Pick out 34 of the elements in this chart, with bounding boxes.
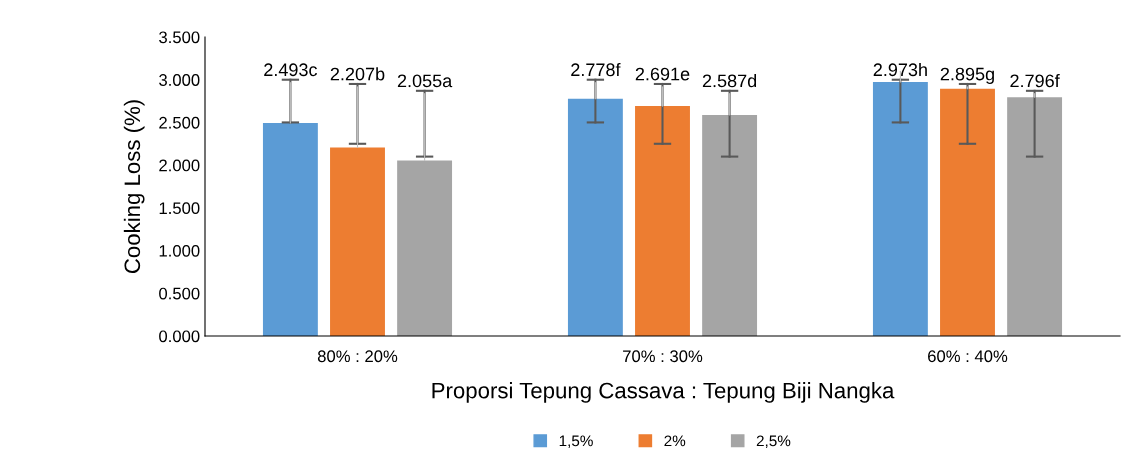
bar xyxy=(940,88,995,336)
y-axis-title: Cooking Loss (%) xyxy=(123,100,145,274)
data-label: 2.796f xyxy=(1010,74,1060,88)
data-label: 2.691e xyxy=(635,67,690,81)
y-tick-label: 0.000 xyxy=(159,330,200,343)
data-label: 2.587d xyxy=(702,73,757,88)
data-label: 2.973h xyxy=(873,62,927,77)
data-label: 2.207b xyxy=(330,67,385,81)
legend-label: 1,5% xyxy=(559,435,593,449)
y-tick-label: 3.000 xyxy=(159,74,200,86)
y-tick-label: 2.000 xyxy=(159,159,200,172)
y-tick-label: 1.000 xyxy=(159,244,200,257)
bar xyxy=(872,82,928,336)
x-axis-title: Proporsi Tepung Cassava : Tepung Biji Nangka xyxy=(432,382,895,403)
legend-label: 2,5% xyxy=(756,435,791,449)
bar xyxy=(330,147,385,336)
bar xyxy=(1007,97,1063,336)
data-label: 2.895g xyxy=(940,67,994,84)
y-tick-label: 3.500 xyxy=(159,31,200,44)
data-label: 2.778f xyxy=(571,62,621,77)
x-tick-label: 60% : 40% xyxy=(928,350,1008,363)
bar xyxy=(635,106,690,336)
x-tick-label: 80% : 20% xyxy=(317,350,398,363)
data-label: 2.055a xyxy=(397,74,453,88)
legend-label: 2% xyxy=(664,435,686,447)
bar xyxy=(702,115,758,336)
y-tick-label: 1.500 xyxy=(159,202,200,215)
data-label: 2.493c xyxy=(264,63,318,77)
y-tick-label: 2.500 xyxy=(159,116,200,129)
bar xyxy=(567,98,623,336)
x-tick-label: 70% : 30% xyxy=(623,350,703,363)
y-tick-label: 0.500 xyxy=(159,287,200,300)
bar xyxy=(262,123,318,336)
bar xyxy=(397,160,453,336)
